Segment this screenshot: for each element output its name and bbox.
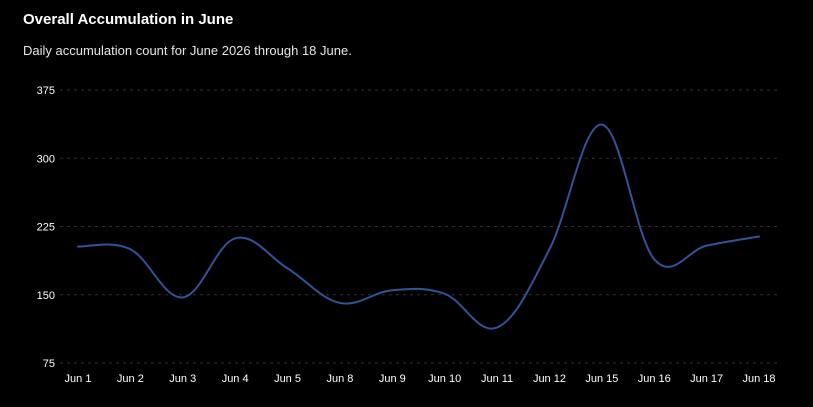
data-point [285, 265, 291, 271]
data-point [599, 122, 605, 128]
x-tick-label: Jun 12 [533, 373, 566, 385]
series-line [77, 123, 760, 330]
data-point [337, 300, 343, 306]
x-tick-label: Jun 10 [428, 373, 461, 385]
x-tick-label: Jun 17 [690, 373, 723, 385]
data-point [704, 243, 710, 249]
data-point [389, 287, 395, 293]
data-point [756, 234, 762, 240]
data-point [494, 325, 500, 331]
chart-subtitle: Daily accumulation count for June 2026 t… [23, 43, 352, 58]
chart-title: Overall Accumulation in June [23, 11, 234, 28]
y-tick-label: 375 [37, 85, 55, 97]
x-tick-label: Jun 2 [117, 373, 144, 385]
data-point [75, 244, 81, 250]
y-tick-label: 300 [37, 153, 55, 165]
y-tick-label: 75 [43, 358, 55, 370]
data-point [546, 246, 552, 252]
data-point [180, 294, 186, 300]
x-tick-label: Jun 3 [169, 373, 196, 385]
x-tick-label: Jun 11 [481, 373, 513, 385]
data-point [232, 235, 238, 241]
y-tick-label: 150 [37, 290, 55, 302]
data-point [127, 246, 133, 252]
y-tick-label: 225 [37, 222, 55, 234]
x-axis: Jun 1 Jun 2 Jun 3 Jun 4 Jun 5 Jun 8 Jun 9 Jun 1… [65, 373, 776, 385]
x-tick-label: Jun 15 [585, 373, 618, 385]
x-tick-label: Jun 18 [742, 373, 775, 385]
x-tick-label: Jun 16 [638, 373, 671, 385]
x-tick-label: Jun 8 [326, 373, 353, 385]
x-tick-label: Jun 5 [274, 373, 301, 385]
y-gridlines [60, 89, 778, 364]
data-point [442, 291, 448, 297]
x-tick-label: Jun 4 [222, 373, 249, 385]
x-tick-label: Jun 9 [379, 373, 406, 385]
x-tick-label: Jun 1 [65, 373, 92, 385]
data-point [651, 256, 657, 262]
y-axis: 75 150 225 300 375 [37, 85, 55, 370]
